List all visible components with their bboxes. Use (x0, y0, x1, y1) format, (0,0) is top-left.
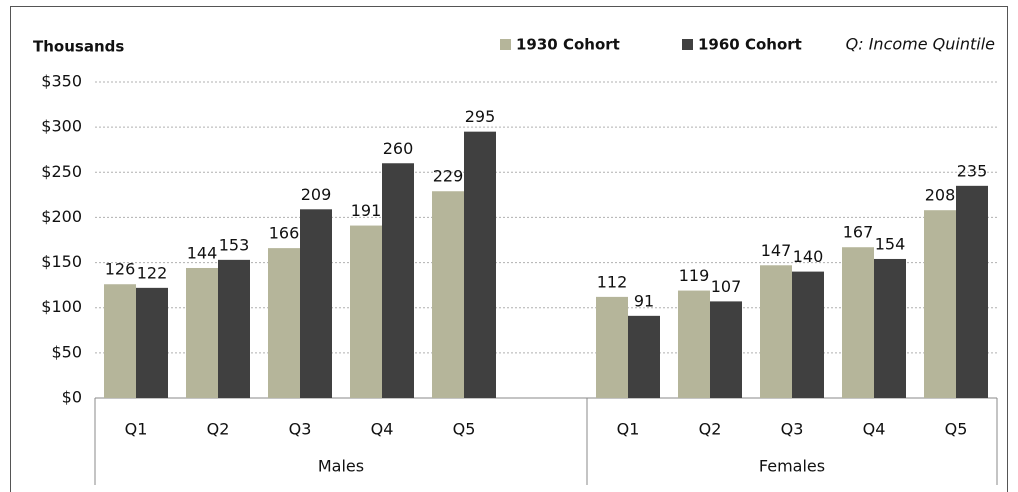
value-label: 229 (433, 167, 464, 186)
annotation: Q: Income Quintile (846, 35, 996, 54)
value-label: 112 (597, 272, 628, 291)
group-label: Males (318, 457, 364, 476)
y-axis-label: Thousands (33, 38, 124, 56)
bar (268, 248, 300, 398)
x-tick-label: Q4 (863, 420, 886, 439)
value-label: 260 (383, 139, 414, 158)
value-label: 209 (301, 185, 332, 204)
x-tick-label: Q2 (699, 420, 722, 439)
legend-swatch (682, 39, 693, 50)
value-label: 144 (187, 243, 218, 262)
value-label: 235 (957, 161, 988, 180)
bar (300, 209, 332, 398)
y-tick-label: $0 (62, 388, 82, 407)
x-tick-label: Q1 (617, 420, 640, 439)
y-tick-label: $50 (51, 342, 82, 361)
x-tick-label: Q5 (453, 420, 476, 439)
bar (924, 210, 956, 398)
value-label: 107 (711, 277, 742, 296)
value-label: 153 (219, 235, 250, 254)
bar (218, 259, 250, 398)
value-label: 154 (875, 234, 906, 253)
legend-swatch (500, 39, 511, 50)
bar (464, 131, 496, 398)
value-label: 147 (761, 241, 792, 260)
value-label: 91 (634, 291, 654, 310)
bar (956, 185, 988, 398)
x-tick-label: Q3 (781, 420, 804, 439)
legend-label: 1930 Cohort (516, 36, 620, 54)
y-tick-label: $150 (41, 252, 82, 271)
value-label: 126 (105, 260, 136, 279)
value-label: 191 (351, 201, 382, 220)
value-label: 122 (137, 263, 168, 282)
y-tick-label: $300 (41, 117, 82, 136)
value-label: 166 (269, 224, 300, 243)
x-tick-label: Q2 (207, 420, 230, 439)
y-tick-label: $350 (41, 72, 82, 91)
bar (104, 284, 136, 398)
bar (842, 247, 874, 398)
chart-frame (10, 6, 1008, 492)
bar (874, 258, 906, 398)
bar (382, 163, 414, 398)
bar (760, 265, 792, 398)
x-tick-label: Q4 (371, 420, 394, 439)
x-tick-label: Q5 (945, 420, 968, 439)
bar (792, 271, 824, 398)
value-label: 208 (925, 186, 956, 205)
x-tick-label: Q1 (125, 420, 148, 439)
bar (350, 225, 382, 398)
bar (678, 290, 710, 398)
value-label: 295 (465, 107, 496, 126)
value-label: 119 (679, 266, 710, 285)
bar (136, 287, 168, 398)
bar (186, 267, 218, 398)
legend-label: 1960 Cohort (698, 36, 802, 54)
bar (628, 315, 660, 398)
value-label: 167 (843, 223, 874, 242)
group-label: Females (759, 457, 825, 476)
y-tick-label: $200 (41, 207, 82, 226)
bar (432, 191, 464, 398)
y-tick-label: $250 (41, 162, 82, 181)
bar (596, 296, 628, 398)
x-tick-label: Q3 (289, 420, 312, 439)
value-label: 140 (793, 247, 824, 266)
y-tick-label: $100 (41, 297, 82, 316)
bar (710, 301, 742, 398)
